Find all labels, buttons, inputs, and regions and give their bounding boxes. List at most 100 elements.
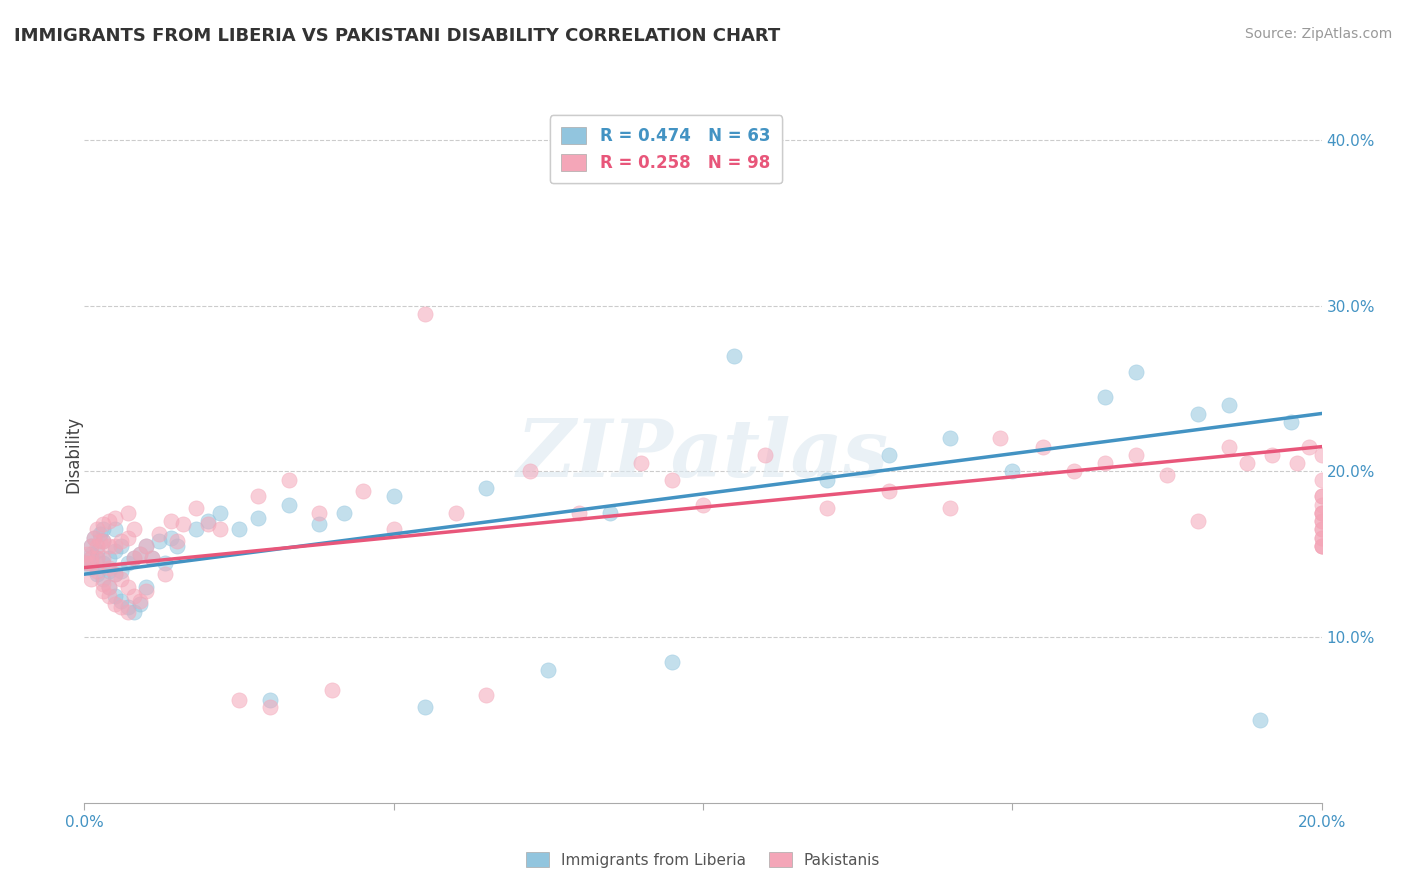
Point [1310, 506, 1333, 520]
Point [117, 605, 139, 619]
Point [519, 465, 541, 479]
Point [308, 506, 330, 520]
Point [382, 523, 405, 537]
Point [209, 523, 232, 537]
Point [1094, 390, 1116, 404]
Point [153, 556, 176, 570]
Point [141, 550, 163, 565]
Point [117, 506, 139, 520]
Point [79, 547, 101, 561]
Point [1156, 467, 1178, 482]
Point [259, 693, 281, 707]
Point [1218, 398, 1240, 412]
Point [184, 500, 207, 515]
Point [228, 523, 250, 537]
Point [148, 527, 170, 541]
Point [98, 550, 121, 565]
Point [1279, 415, 1302, 429]
Point [1236, 456, 1258, 470]
Point [91, 556, 114, 570]
Point [228, 693, 250, 707]
Point [86, 523, 108, 537]
Point [110, 539, 132, 553]
Point [1310, 514, 1333, 528]
Point [148, 534, 170, 549]
Point [1125, 365, 1147, 379]
Point [98, 514, 121, 528]
Point [117, 600, 139, 615]
Point [122, 589, 145, 603]
Point [1285, 456, 1308, 470]
Text: IMMIGRANTS FROM LIBERIA VS PAKISTANI DISABILITY CORRELATION CHART: IMMIGRANTS FROM LIBERIA VS PAKISTANI DIS… [14, 27, 780, 45]
Point [83, 531, 105, 545]
Point [166, 534, 188, 549]
Point [1310, 523, 1333, 537]
Point [754, 448, 776, 462]
Point [89, 534, 111, 549]
Point [475, 481, 498, 495]
Point [1001, 465, 1024, 479]
Point [122, 523, 145, 537]
Point [129, 547, 152, 561]
Point [79, 539, 101, 553]
Point [122, 605, 145, 619]
Point [1310, 489, 1333, 503]
Point [1187, 514, 1209, 528]
Point [122, 550, 145, 565]
Point [184, 523, 207, 537]
Point [86, 550, 108, 565]
Point [1310, 498, 1333, 512]
Point [129, 597, 152, 611]
Point [877, 448, 900, 462]
Point [122, 550, 145, 565]
Point [129, 593, 152, 607]
Point [104, 523, 127, 537]
Point [86, 567, 108, 582]
Point [1249, 713, 1271, 727]
Point [1298, 440, 1320, 454]
Point [333, 506, 356, 520]
Point [110, 572, 132, 586]
Point [352, 484, 374, 499]
Point [815, 500, 838, 515]
Point [277, 473, 299, 487]
Point [568, 506, 591, 520]
Point [141, 550, 163, 565]
Point [135, 581, 157, 595]
Point [988, 431, 1011, 445]
Point [79, 550, 101, 565]
Point [630, 456, 652, 470]
Point [1032, 440, 1054, 454]
Point [91, 517, 114, 532]
Point [939, 431, 962, 445]
Point [1094, 456, 1116, 470]
Point [1218, 440, 1240, 454]
Point [1310, 539, 1333, 553]
Point [1310, 539, 1333, 553]
Point [661, 473, 683, 487]
Text: ZIPatlas: ZIPatlas [517, 417, 889, 493]
Point [135, 539, 157, 553]
Point [1261, 448, 1284, 462]
Point [166, 539, 188, 553]
Point [1310, 506, 1333, 520]
Legend: R = 0.474   N = 63, R = 0.258   N = 98: R = 0.474 N = 63, R = 0.258 N = 98 [550, 115, 782, 184]
Point [104, 589, 127, 603]
Point [209, 506, 232, 520]
Point [537, 663, 560, 677]
Point [723, 349, 745, 363]
Point [91, 583, 114, 598]
Point [110, 564, 132, 578]
Point [104, 567, 127, 582]
Point [1310, 531, 1333, 545]
Point [79, 556, 101, 570]
Point [104, 511, 127, 525]
Point [98, 564, 121, 578]
Point [1063, 465, 1085, 479]
Point [160, 531, 183, 545]
Point [117, 556, 139, 570]
Point [91, 523, 114, 537]
Point [1310, 539, 1333, 553]
Point [197, 517, 219, 532]
Point [104, 539, 127, 553]
